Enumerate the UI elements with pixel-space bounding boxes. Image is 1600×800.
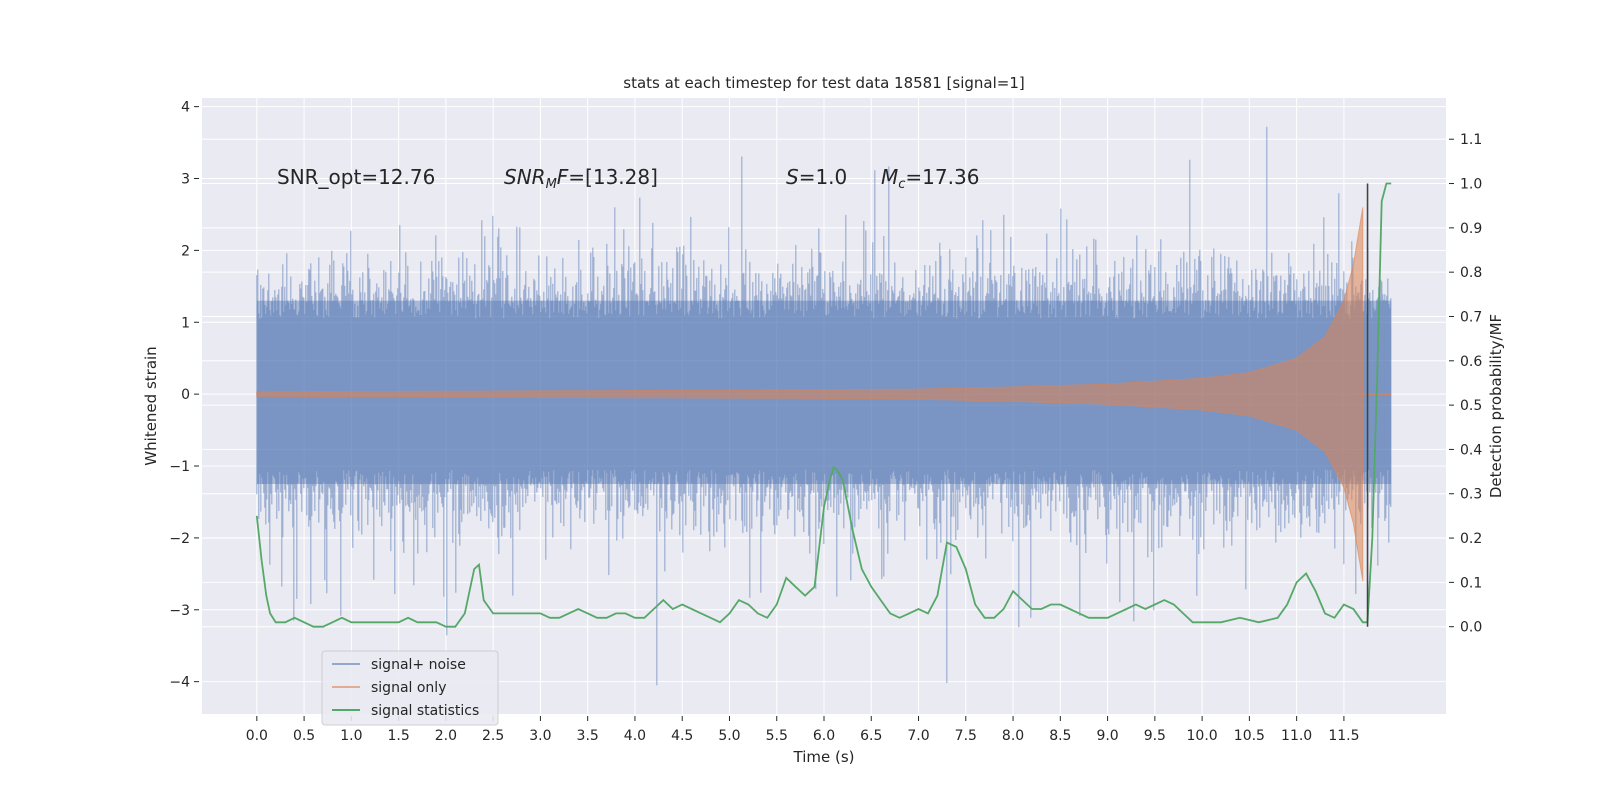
series-signal-only	[256, 207, 1364, 582]
legend-label-signal: signal only	[371, 680, 446, 696]
y-tick-label: −3	[169, 603, 190, 619]
x-tick-label: 2.0	[435, 728, 457, 744]
y2-tick-label: 0.5	[1460, 398, 1482, 414]
y2-tick-label: 0.9	[1460, 221, 1482, 237]
annotation-snr-opt: SNR_opt=12.76	[277, 165, 435, 189]
annotation-mc: Mc=17.36	[881, 165, 979, 192]
legend: signal+ noise signal only signal statist…	[321, 650, 499, 726]
annotation-snr-mf: SNRMF=[13.28]	[504, 165, 658, 192]
x-tick-label: 9.5	[1144, 728, 1166, 744]
x-tick-label: 1.0	[340, 728, 362, 744]
y2-tick-label: 0.7	[1460, 309, 1482, 325]
y2-tick-label: 0.4	[1460, 442, 1482, 458]
x-tick-label: 5.0	[718, 728, 740, 744]
axis-ticks: 0.0 0.5 1.0 1.5 2.0 2.5 3.0 3.5 4.0 4.5 5.0 5.5 6.0 6…	[169, 100, 1482, 744]
y-tick-label: 4	[181, 100, 190, 116]
legend-label-noise: signal+ noise	[371, 657, 466, 673]
y2-axis-label: Detection probability/MF	[1487, 314, 1505, 498]
x-axis-label: Time (s)	[793, 748, 855, 766]
y2-tick-label: 0.0	[1460, 620, 1482, 636]
series-signal-statistics	[255, 182, 1392, 628]
x-tick-label: 7.0	[907, 728, 929, 744]
x-tick-label: 11.0	[1281, 728, 1312, 744]
x-tick-label: 9.0	[1096, 728, 1118, 744]
y-tick-label: 3	[181, 172, 190, 188]
y-tick-label: 0	[181, 387, 190, 403]
chart-title: stats at each timestep for test data 185…	[623, 74, 1024, 92]
y-tick-label: −1	[169, 459, 190, 475]
y2-tick-label: 0.1	[1460, 575, 1482, 591]
y2-tick-label: 0.2	[1460, 531, 1482, 547]
x-tick-label: 0.5	[293, 728, 315, 744]
x-tick-label: 3.0	[529, 728, 551, 744]
legend-label-stats: signal statistics	[371, 703, 479, 719]
x-tick-label: 5.5	[766, 728, 788, 744]
annotation-s: S=1.0	[786, 165, 847, 189]
y-tick-label: 1	[181, 315, 190, 331]
x-tick-label: 11.5	[1328, 728, 1359, 744]
x-tick-label: 3.5	[577, 728, 599, 744]
x-tick-label: 4.5	[671, 728, 693, 744]
x-tick-label: 10.5	[1234, 728, 1265, 744]
y-tick-label: 2	[181, 243, 190, 259]
plot-area	[255, 126, 1392, 686]
x-tick-label: 8.5	[1049, 728, 1071, 744]
x-tick-label: 6.0	[813, 728, 835, 744]
x-tick-label: 10.0	[1187, 728, 1218, 744]
y-tick-label: −4	[169, 675, 190, 691]
y2-tick-label: 0.6	[1460, 354, 1482, 370]
y2-tick-label: 1.1	[1460, 132, 1482, 148]
x-tick-label: 6.5	[860, 728, 882, 744]
y2-tick-label: 1.0	[1460, 177, 1482, 193]
x-tick-label: 1.5	[387, 728, 409, 744]
y-tick-label: −2	[169, 531, 190, 547]
legend-box	[321, 650, 499, 726]
x-tick-label: 4.0	[624, 728, 646, 744]
y2-tick-label: 0.3	[1460, 487, 1482, 503]
x-tick-label: 2.5	[482, 728, 504, 744]
x-tick-label: 7.5	[955, 728, 977, 744]
x-tick-label: 0.0	[246, 728, 268, 744]
x-tick-label: 8.0	[1002, 728, 1024, 744]
y-axis-label: Whitened strain	[142, 346, 160, 465]
y2-tick-label: 0.8	[1460, 265, 1482, 281]
